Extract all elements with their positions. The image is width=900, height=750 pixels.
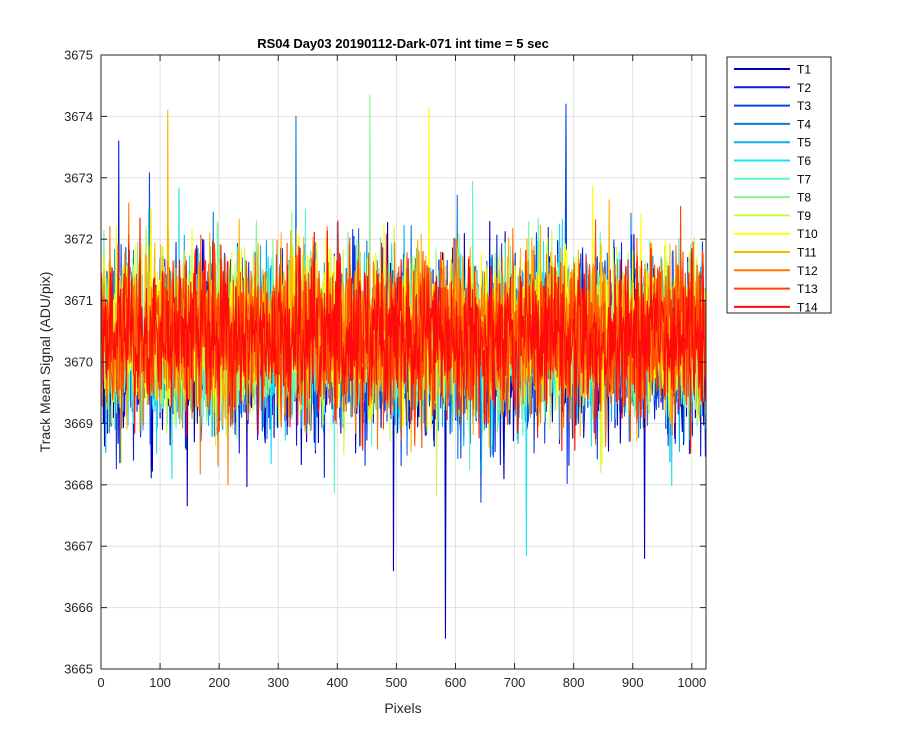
chart-title: RS04 Day03 20190112-Dark-071 int time = … xyxy=(257,36,549,51)
x-tick-label: 100 xyxy=(149,675,171,690)
series-line-t13 xyxy=(101,205,706,449)
legend-label-t1: T1 xyxy=(797,63,811,77)
x-tick-label: 300 xyxy=(267,675,289,690)
y-tick-label: 3670 xyxy=(64,355,93,370)
legend-label-t4: T4 xyxy=(797,117,811,131)
series-lines xyxy=(101,94,706,639)
axis-ticks: 0 100 200 300 400 500 600 700 800 900 1000 3665 3666… xyxy=(64,48,706,691)
x-tick-label: 700 xyxy=(504,675,526,690)
x-tick-label: 1000 xyxy=(677,675,706,690)
y-tick-label: 3667 xyxy=(64,539,93,554)
series-line-t14 xyxy=(101,217,706,454)
y-tick-label: 3668 xyxy=(64,477,93,492)
legend-label-t12: T12 xyxy=(797,264,818,278)
legend-label-t14: T14 xyxy=(797,300,818,314)
y-axis-title: Track Mean Signal (ADU/pix) xyxy=(37,272,53,453)
legend-label-t11: T11 xyxy=(797,246,817,260)
legend-label-t6: T6 xyxy=(797,154,811,168)
x-tick-label: 900 xyxy=(622,675,644,690)
legend-label-t13: T13 xyxy=(797,282,818,296)
y-tick-label: 3673 xyxy=(64,170,93,185)
legend-label-t2: T2 xyxy=(797,81,811,95)
y-tick-label: 3669 xyxy=(64,416,93,431)
x-tick-label: 200 xyxy=(208,675,230,690)
legend-label-t10: T10 xyxy=(797,227,818,241)
y-tick-label: 3674 xyxy=(64,109,93,124)
legend-label-t9: T9 xyxy=(797,209,811,223)
x-tick-label: 800 xyxy=(563,675,585,690)
x-tick-label: 600 xyxy=(445,675,467,690)
x-tick-label: 500 xyxy=(386,675,408,690)
x-tick-label: 400 xyxy=(326,675,348,690)
legend-label-t3: T3 xyxy=(797,99,811,113)
legend-label-t8: T8 xyxy=(797,191,811,205)
y-tick-label: 3672 xyxy=(64,232,93,247)
x-axis-title: Pixels xyxy=(384,700,421,716)
y-tick-label: 3671 xyxy=(64,293,93,308)
y-tick-label: 3665 xyxy=(64,662,93,677)
legend-label-t7: T7 xyxy=(797,172,811,186)
legend-label-t5: T5 xyxy=(797,136,811,150)
legend: T1 T2 T3 T4 T5 T6 T7 T8 T9 T10 T11 T12 T13 T14 xyxy=(726,56,832,314)
x-tick-label: 0 xyxy=(97,675,104,690)
y-tick-label: 3666 xyxy=(64,600,93,615)
y-tick-label: 3675 xyxy=(64,48,93,63)
